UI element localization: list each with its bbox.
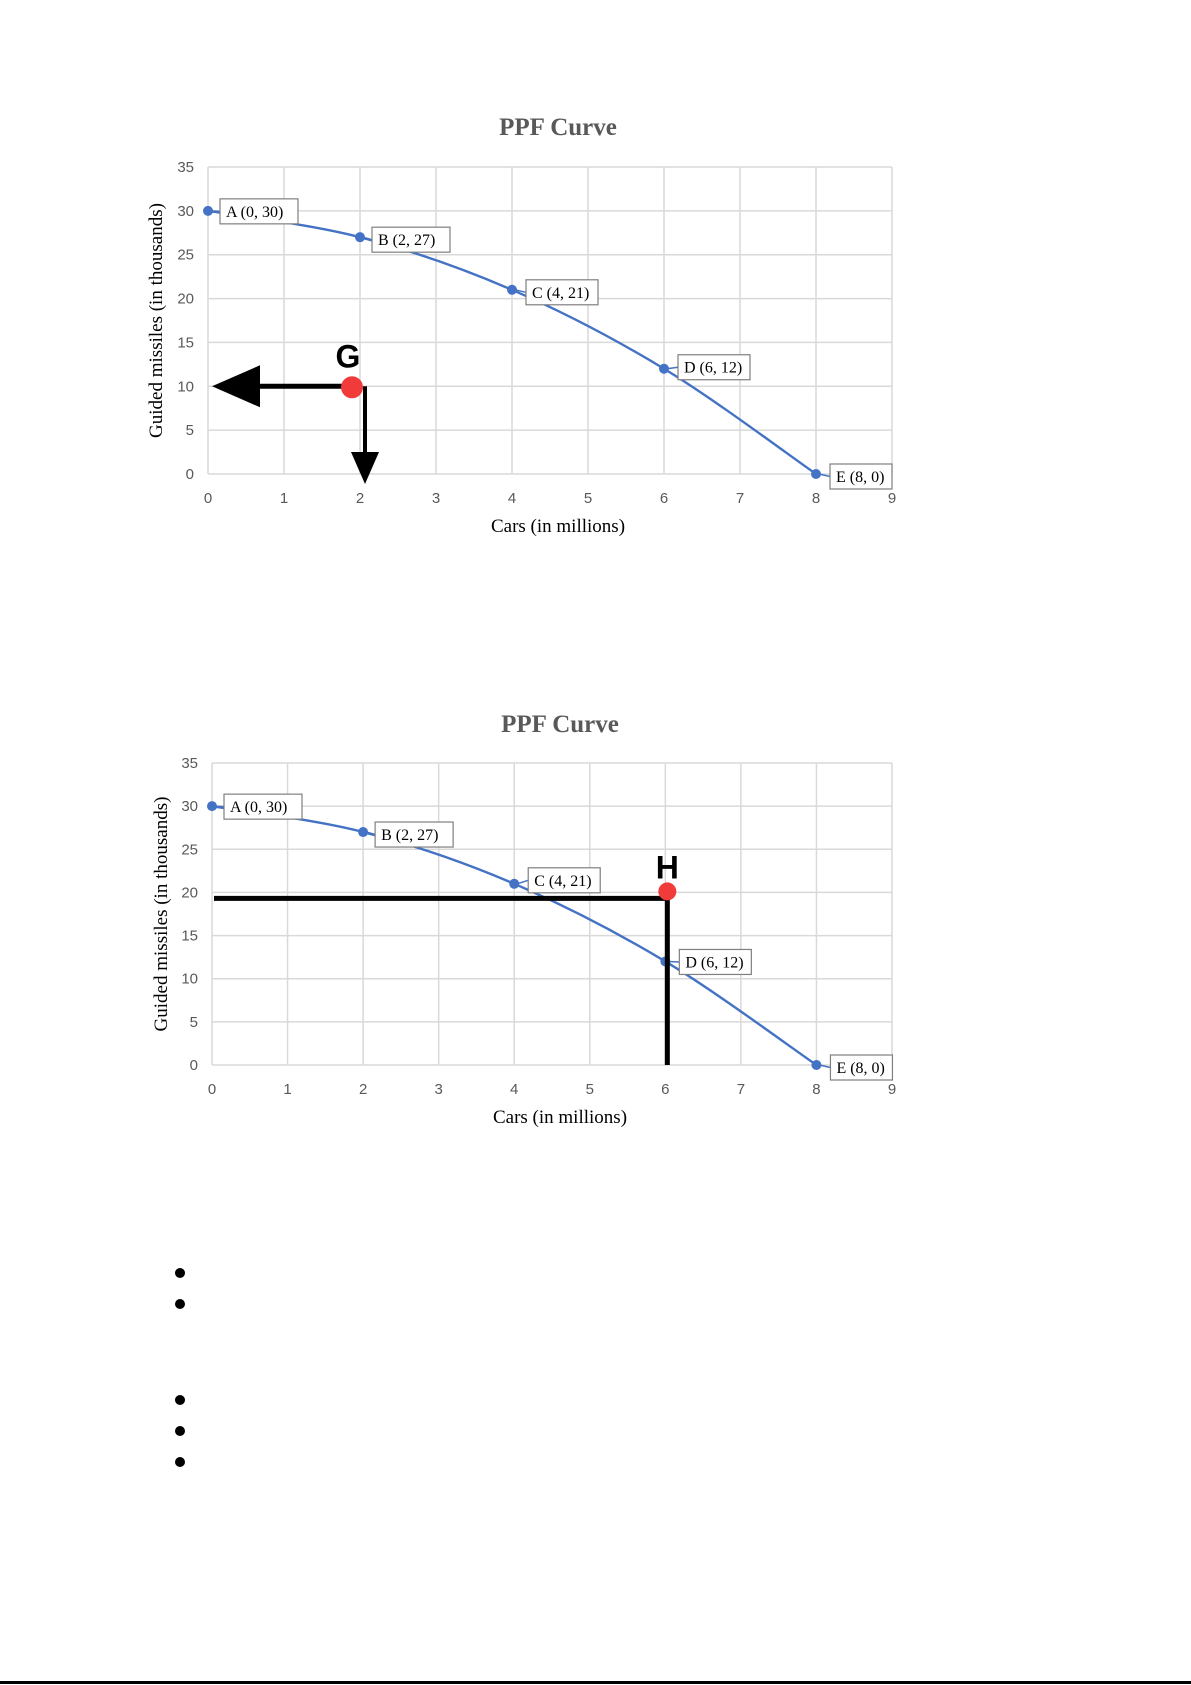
bullet-point <box>175 1268 185 1278</box>
data-label-box <box>374 821 454 848</box>
data-label: D (6, 12) <box>684 360 742 377</box>
y-tick-label: 10 <box>181 971 198 988</box>
label-leader-line <box>365 831 376 836</box>
ppf-data-point <box>355 232 365 243</box>
data-label: E (8, 0) <box>836 1060 884 1077</box>
y-tick-label: 35 <box>177 159 194 176</box>
ppf-chart-1: PPF Curve 0 5 10 15 20 25 30 35 0 1 2 3 4 5 6 7 8 9 Cars (i… <box>146 114 896 537</box>
x-tick-label: 7 <box>737 1081 745 1098</box>
label-leader-line <box>210 210 221 213</box>
data-label-box <box>829 1054 894 1081</box>
label-leader-line <box>214 805 225 808</box>
data-label: B (2, 27) <box>378 232 435 249</box>
y-tick-label: 0 <box>190 1057 198 1074</box>
ppf-data-point <box>659 363 669 374</box>
x-axis-label: Cars (in millions) <box>493 1107 627 1128</box>
y-axis-label: Guided missiles (in thousands) <box>146 203 167 438</box>
data-label: B (2, 27) <box>381 827 438 844</box>
ppf-data-point <box>203 205 213 216</box>
bullet-point <box>175 1457 185 1467</box>
x-tick-label: 2 <box>359 1081 367 1098</box>
y-tick-label: 35 <box>181 755 198 772</box>
y-tick-label: 20 <box>177 291 194 308</box>
data-label: C (4, 21) <box>532 285 589 302</box>
chart-title: PPF Curve <box>499 114 617 141</box>
label-leader-line <box>362 236 373 241</box>
label-leader-line <box>514 289 527 294</box>
data-label-box <box>677 354 751 381</box>
x-tick-label: 4 <box>508 490 516 507</box>
x-tick-label: 9 <box>888 1081 896 1098</box>
y-tick-label: 25 <box>181 841 198 858</box>
x-tick-label: 7 <box>736 490 744 507</box>
ppf-data-point <box>509 878 520 889</box>
highlight-label-h: H <box>656 849 679 885</box>
label-leader-line <box>516 879 529 885</box>
y-axis-label: Guided missiles (in thousands) <box>151 797 172 1032</box>
arrow-left-head <box>212 365 260 408</box>
page-bottom-rule <box>0 1681 1191 1684</box>
ppf-data-point <box>358 827 369 838</box>
highlight-label-g: G <box>336 338 361 374</box>
highlight-point-h <box>658 882 677 901</box>
y-tick-label: 10 <box>177 378 194 395</box>
x-tick-label: 6 <box>661 1081 669 1098</box>
x-tick-label: 0 <box>208 1081 216 1098</box>
ppf-data-point <box>811 1060 822 1070</box>
chart-title: PPF Curve <box>501 711 619 738</box>
data-label-box <box>371 226 451 253</box>
x-tick-label: 2 <box>356 490 364 507</box>
x-tick-label: 1 <box>283 1081 291 1098</box>
x-tick-label: 6 <box>660 490 668 507</box>
data-label: E (8, 0) <box>836 469 884 486</box>
x-tick-label: 8 <box>812 490 820 507</box>
label-leader-line <box>666 366 679 370</box>
label-leader-line <box>819 1064 831 1069</box>
x-tick-label: 5 <box>586 1081 594 1098</box>
bullet-point <box>175 1426 185 1436</box>
label-leader-line <box>818 473 831 478</box>
ppf-data-point <box>507 284 517 295</box>
label-leader-line <box>668 960 680 963</box>
bullet-point <box>175 1299 185 1309</box>
y-tick-label: 20 <box>181 884 198 901</box>
x-tick-label: 4 <box>510 1081 518 1098</box>
x-axis-label: Cars (in millions) <box>491 516 625 537</box>
data-label-box <box>525 279 599 306</box>
data-label: C (4, 21) <box>534 873 591 890</box>
highlight-point-g <box>341 376 363 399</box>
x-tick-label: 0 <box>204 490 212 507</box>
y-tick-label: 30 <box>181 798 198 815</box>
ppf-data-point <box>207 801 217 812</box>
data-label-box <box>527 867 601 894</box>
x-tick-label: 1 <box>280 490 288 507</box>
y-tick-label: 15 <box>177 334 194 351</box>
data-label: A (0, 30) <box>226 204 283 221</box>
ppf-chart-2: PPF Curve 0 5 10 15 20 25 30 35 0 1 2 3 4 5 6 7 8 9 Cars (i… <box>151 711 896 1128</box>
y-tick-label: 25 <box>177 247 194 264</box>
x-tick-label: 3 <box>432 490 440 507</box>
y-tick-label: 5 <box>186 422 194 439</box>
data-label-box <box>678 948 752 976</box>
data-label-box <box>223 793 303 820</box>
x-tick-label: 3 <box>434 1081 442 1098</box>
data-label-box <box>219 198 299 225</box>
bullet-point <box>175 1395 185 1405</box>
y-tick-label: 15 <box>181 928 198 945</box>
x-tick-label: 5 <box>584 490 592 507</box>
y-tick-label: 30 <box>177 203 194 220</box>
arrow-down-head <box>351 452 379 484</box>
y-tick-label: 0 <box>186 466 194 483</box>
x-tick-label: 8 <box>812 1081 820 1098</box>
data-label: D (6, 12) <box>685 954 743 971</box>
data-label-box <box>829 463 893 490</box>
y-tick-label: 5 <box>190 1014 198 1031</box>
ppf-data-point <box>811 469 821 479</box>
data-label: A (0, 30) <box>230 799 287 816</box>
x-tick-label: 9 <box>888 490 896 507</box>
